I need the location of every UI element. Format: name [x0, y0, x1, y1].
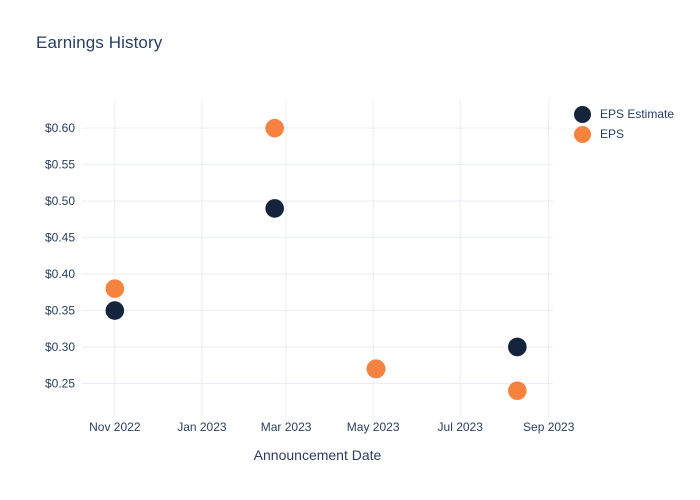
data-point-eps-estimate[interactable] [105, 301, 125, 320]
legend-marker-eps-icon [574, 125, 591, 143]
x-tick-label: Sep 2023 [523, 420, 575, 434]
x-tick-label: Jul 2023 [438, 420, 484, 434]
y-tick-label: $0.35 [45, 304, 75, 318]
x-tick-label: May 2023 [347, 420, 400, 434]
legend-item-eps-estimate[interactable]: EPS Estimate [574, 104, 674, 124]
y-tick-label: $0.45 [45, 231, 75, 245]
y-tick-label: $0.30 [45, 340, 75, 354]
x-tick-label: Jan 2023 [177, 420, 227, 434]
y-tick-label: $0.50 [45, 194, 75, 208]
data-point-eps-estimate[interactable] [265, 199, 284, 218]
x-axis-title: Announcement Date [253, 447, 382, 463]
legend-marker-eps-estimate-icon [574, 105, 591, 123]
data-point-eps[interactable] [508, 381, 527, 401]
y-tick-label: $0.60 [45, 121, 75, 135]
y-tick-label: $0.40 [45, 267, 75, 281]
y-tick-label: $0.55 [45, 158, 75, 172]
y-tick-label: $0.25 [45, 376, 75, 390]
legend-label-eps-estimate: EPS Estimate [600, 107, 675, 121]
chart-title: Earnings History [36, 33, 163, 52]
x-tick-label: Nov 2022 [89, 420, 141, 434]
data-point-eps-estimate[interactable] [508, 337, 527, 357]
data-point-eps[interactable] [265, 118, 284, 138]
legend: EPS Estimate EPS [574, 104, 674, 144]
data-point-eps[interactable] [366, 359, 386, 379]
x-tick-label: Mar 2023 [261, 420, 312, 434]
legend-item-eps[interactable]: EPS [574, 124, 674, 144]
legend-label-eps: EPS [600, 127, 625, 141]
data-point-eps[interactable] [105, 279, 125, 298]
